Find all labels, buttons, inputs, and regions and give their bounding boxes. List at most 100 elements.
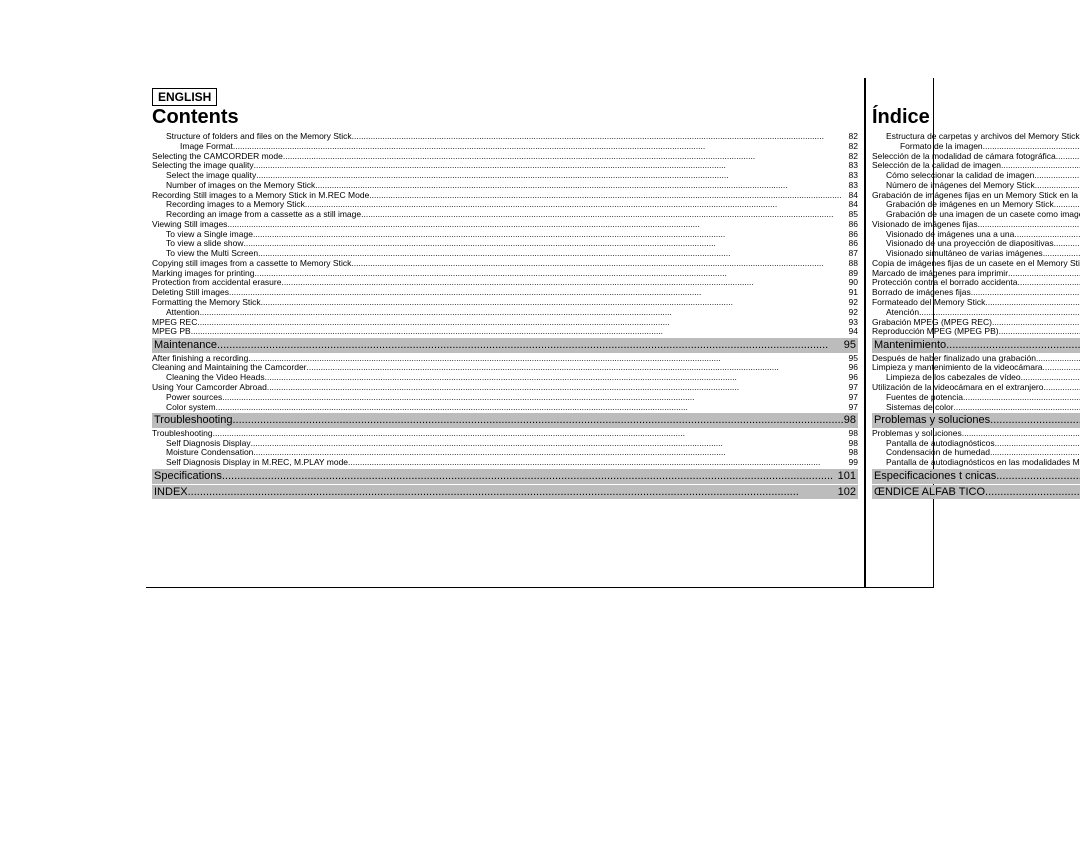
toc-row: Reproducción MPEG (MPEG PB) ............…: [872, 327, 1080, 337]
section-dots: ........................................…: [946, 339, 1080, 352]
toc-dots: ........................................…: [254, 161, 848, 171]
toc-dots: ........................................…: [229, 288, 847, 298]
toc-page: 94: [848, 327, 858, 337]
toc-dots: ........................................…: [1054, 239, 1080, 249]
section-title: Mantenimiento: [874, 339, 946, 352]
toc-row: MPEG REC ...............................…: [152, 318, 858, 328]
toc-dots: ........................................…: [985, 298, 1080, 308]
toc-dots: ........................................…: [1018, 278, 1080, 288]
toc-dots: ........................................…: [954, 403, 1080, 413]
toc-dots: ........................................…: [361, 210, 847, 220]
toc-dots: ........................................…: [255, 269, 848, 279]
toc-row: Sistemas de color ......................…: [872, 403, 1080, 413]
section-dots: ........................................…: [232, 414, 843, 427]
toc-left: Structure of folders and files on the Me…: [152, 132, 858, 499]
section-title: Maintenance: [154, 339, 217, 352]
toc-dots: ........................................…: [315, 181, 847, 191]
toc-dots: ........................................…: [963, 393, 1080, 403]
toc-label: Sistemas de color: [886, 403, 954, 413]
lang-badge-english: ENGLISH: [152, 88, 217, 106]
right-column: ESPAÑOL Índice Estructura de carpetas y …: [866, 78, 1080, 587]
section-header: Maintenance.............................…: [152, 338, 858, 353]
toc-row: Using Your Camcorder Abroad ............…: [152, 383, 858, 393]
section-dots: ........................................…: [222, 470, 838, 483]
toc-dots: ........................................…: [191, 327, 848, 337]
toc-dots: ........................................…: [999, 327, 1080, 337]
toc-dots: ........................................…: [256, 171, 847, 181]
toc-dots: ........................................…: [200, 308, 848, 318]
section-header: Specifications..........................…: [152, 469, 858, 484]
section-title: Problemas y soluciones: [874, 414, 990, 427]
toc-dots: ........................................…: [305, 200, 848, 210]
toc-dots: ........................................…: [1034, 171, 1080, 181]
toc-dots: ........................................…: [971, 288, 1080, 298]
toc-row: Viewing Still images ...................…: [152, 220, 858, 230]
toc-row: Pantalla de autodiagnósticos en las moda…: [872, 458, 1080, 468]
toc-dots: ........................................…: [197, 318, 847, 328]
section-dots: ........................................…: [217, 339, 844, 352]
toc-row: Color system ...........................…: [152, 403, 858, 413]
toc-dots: ........................................…: [233, 142, 848, 152]
section-title: ŒNDICE ALFAB TICO: [874, 486, 985, 499]
toc-label: MPEG PB: [152, 327, 191, 337]
section-header: INDEX...................................…: [152, 485, 858, 500]
section-title: Especificaciones t cnicas: [874, 470, 996, 483]
section-header: Troubleshooting.........................…: [152, 413, 858, 428]
section-dots: ........................................…: [996, 470, 1080, 483]
toc-label: Self Diagnosis Display in M.REC, M.PLAY …: [166, 458, 348, 468]
toc-right: Estructura de carpetas y archivos del Me…: [872, 132, 1080, 499]
toc-row: Formatting the Memory Stick ............…: [152, 298, 858, 308]
section-page: 102: [838, 486, 856, 499]
toc-row: Power sources ..........................…: [152, 393, 858, 403]
toc-dots: ........................................…: [1043, 383, 1080, 393]
toc-dots: ........................................…: [352, 132, 848, 142]
section-header: Problemas y soluciones..................…: [872, 413, 1080, 428]
toc-dots: ........................................…: [227, 220, 847, 230]
toc-label: Pantalla de autodiagnósticos en las moda…: [886, 458, 1080, 468]
section-dots: ........................................…: [990, 414, 1080, 427]
section-dots: ........................................…: [985, 486, 1080, 499]
toc-dots: ........................................…: [281, 278, 847, 288]
toc-row: Structure of folders and files on the Me…: [152, 132, 858, 142]
section-title: Specifications: [154, 470, 222, 483]
toc-dots: ........................................…: [1043, 363, 1080, 373]
left-column: ENGLISH Contents Structure of folders an…: [146, 78, 866, 587]
toc-dots: ........................................…: [283, 152, 848, 162]
toc-dots: ........................................…: [267, 383, 848, 393]
section-page: 95: [844, 339, 856, 352]
section-dots: ........................................…: [188, 486, 838, 499]
toc-page: 99: [848, 458, 858, 468]
toc-label: Color system: [166, 403, 216, 413]
toc-row: To view a Single image .................…: [152, 230, 858, 240]
toc-row: Recording an image from a cassette as a …: [152, 210, 858, 220]
page-spread: ENGLISH Contents Structure of folders an…: [146, 78, 934, 588]
toc-dots: ........................................…: [251, 439, 848, 449]
toc-row: Selecting the image quality ............…: [152, 161, 858, 171]
toc-dots: ........................................…: [995, 439, 1080, 449]
toc-row: Attention ..............................…: [152, 308, 858, 318]
toc-dots: ........................................…: [1056, 152, 1080, 162]
toc-dots: ........................................…: [1008, 269, 1080, 279]
toc-dots: ........................................…: [216, 403, 848, 413]
toc-dots: ........................................…: [253, 230, 848, 240]
toc-row: Selecting the CAMCORDER mode ...........…: [152, 152, 858, 162]
toc-dots: ........................................…: [992, 318, 1080, 328]
toc-dots: ........................................…: [213, 429, 848, 439]
section-page: 98: [844, 414, 856, 427]
section-title: INDEX: [154, 486, 188, 499]
section-header: Mantenimiento...........................…: [872, 338, 1080, 353]
section-header: ŒNDICE ALFAB TICO.......................…: [872, 485, 1080, 500]
toc-dots: ........................................…: [265, 373, 848, 383]
toc-row: Self Diagnosis Display .................…: [152, 439, 858, 449]
toc-row: Copying still images from a cassette to …: [152, 259, 858, 269]
section-header: Especificaciones t cnicas...............…: [872, 469, 1080, 484]
title-contents: Contents: [152, 106, 858, 129]
title-indice: Índice: [872, 106, 1080, 129]
toc-dots: ........................................…: [261, 298, 848, 308]
toc-label: Reproducción MPEG (MPEG PB): [872, 327, 999, 337]
toc-dots: ........................................…: [369, 191, 847, 201]
toc-row: Protection from accidental erasure .....…: [152, 278, 858, 288]
section-title: Troubleshooting: [154, 414, 232, 427]
toc-dots: ........................................…: [222, 393, 847, 403]
toc-dots: ........................................…: [307, 363, 848, 373]
